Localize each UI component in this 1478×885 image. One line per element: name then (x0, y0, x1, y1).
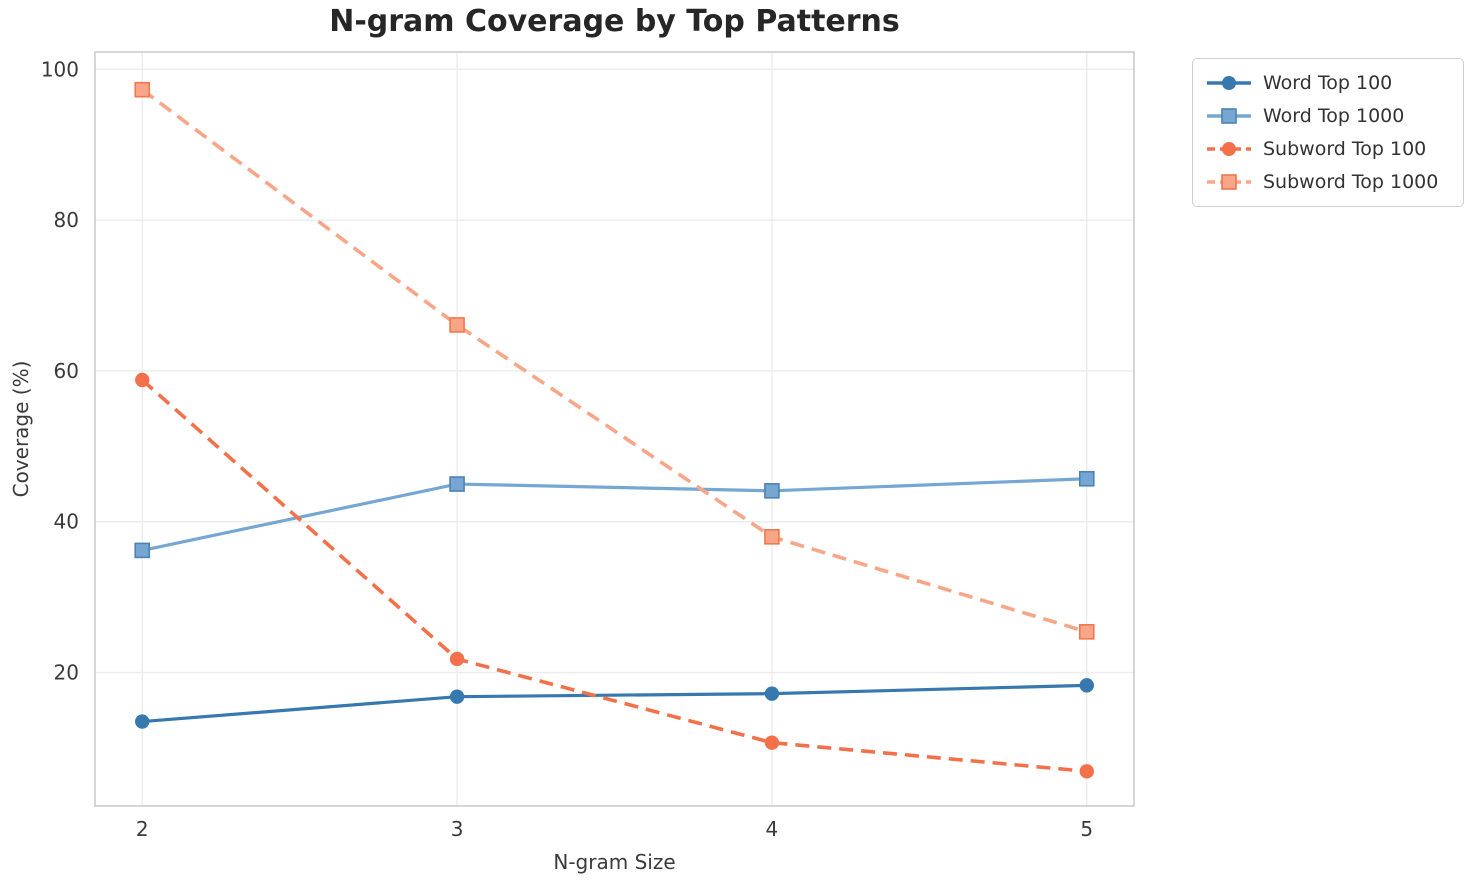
marker-circle-subword-top-100 (135, 372, 150, 388)
legend-sample-word-top-1000 (1207, 108, 1251, 124)
marker-circle-word-top-100 (764, 686, 780, 701)
legend-sample-subword-top-1000 (1207, 174, 1251, 190)
legend-item-subword-top-1000: Subword Top 1000 (1205, 168, 1451, 196)
marker-square-word-top-1000 (449, 476, 465, 492)
marker-square-word-top-1000 (764, 483, 780, 499)
legend-item-word-top-100: Word Top 100 (1205, 69, 1451, 97)
x-axis-label: N-gram Size (553, 850, 676, 874)
marker-circle-subword-top-100 (1079, 764, 1094, 779)
legend: Word Top 100 Word Top 1000 Subword Top 100… (1192, 58, 1464, 207)
x-tick-label: 5 (1080, 817, 1093, 841)
marker-square-subword-top-1000 (134, 81, 151, 98)
marker-square-subword-top-1000 (1078, 624, 1095, 640)
series-line-word-top-100 (142, 683, 1087, 724)
x-tick-label: 2 (136, 817, 149, 841)
y-tick-label: 80 (54, 208, 79, 232)
marker-square-word-top-1000 (134, 542, 151, 559)
legend-item-subword-top-100: Subword Top 100 (1205, 135, 1451, 163)
chart-title: N-gram Coverage by Top Patterns (329, 4, 900, 39)
marker-circle-subword-top-100 (449, 651, 465, 667)
x-tick-label: 4 (766, 817, 779, 841)
legend-sample-word-top-100 (1207, 76, 1251, 90)
y-tick-label: 100 (41, 57, 79, 81)
legend-item-word-top-1000: Word Top 1000 (1205, 102, 1451, 130)
marker-square-subword-top-1000 (449, 317, 465, 333)
y-tick-label: 60 (54, 359, 79, 383)
y-axis-label: Coverage (%) (9, 360, 33, 498)
legend-sample-subword-top-100 (1207, 142, 1251, 156)
plot-border (94, 51, 1135, 807)
legend-item-label: Subword Top 100 (1263, 138, 1427, 160)
marker-square-subword-top-1000 (764, 529, 780, 545)
legend-item-label: Word Top 100 (1263, 72, 1393, 94)
y-tick-label: 20 (54, 661, 79, 685)
series-line-subword-top-100 (141, 378, 1087, 774)
series-line-word-top-1000 (141, 477, 1087, 552)
marker-circle-subword-top-100 (764, 735, 780, 750)
y-tick-label: 40 (54, 510, 79, 534)
legend-item-label: Word Top 1000 (1263, 105, 1405, 127)
series-line-subword-top-1000 (141, 88, 1088, 634)
x-tick-label: 3 (451, 817, 464, 841)
marker-circle-word-top-100 (449, 689, 465, 704)
marker-square-word-top-1000 (1078, 470, 1095, 487)
marker-circle-word-top-100 (1079, 678, 1094, 693)
legend-item-label: Subword Top 1000 (1263, 171, 1439, 193)
marker-circle-word-top-100 (135, 714, 150, 729)
